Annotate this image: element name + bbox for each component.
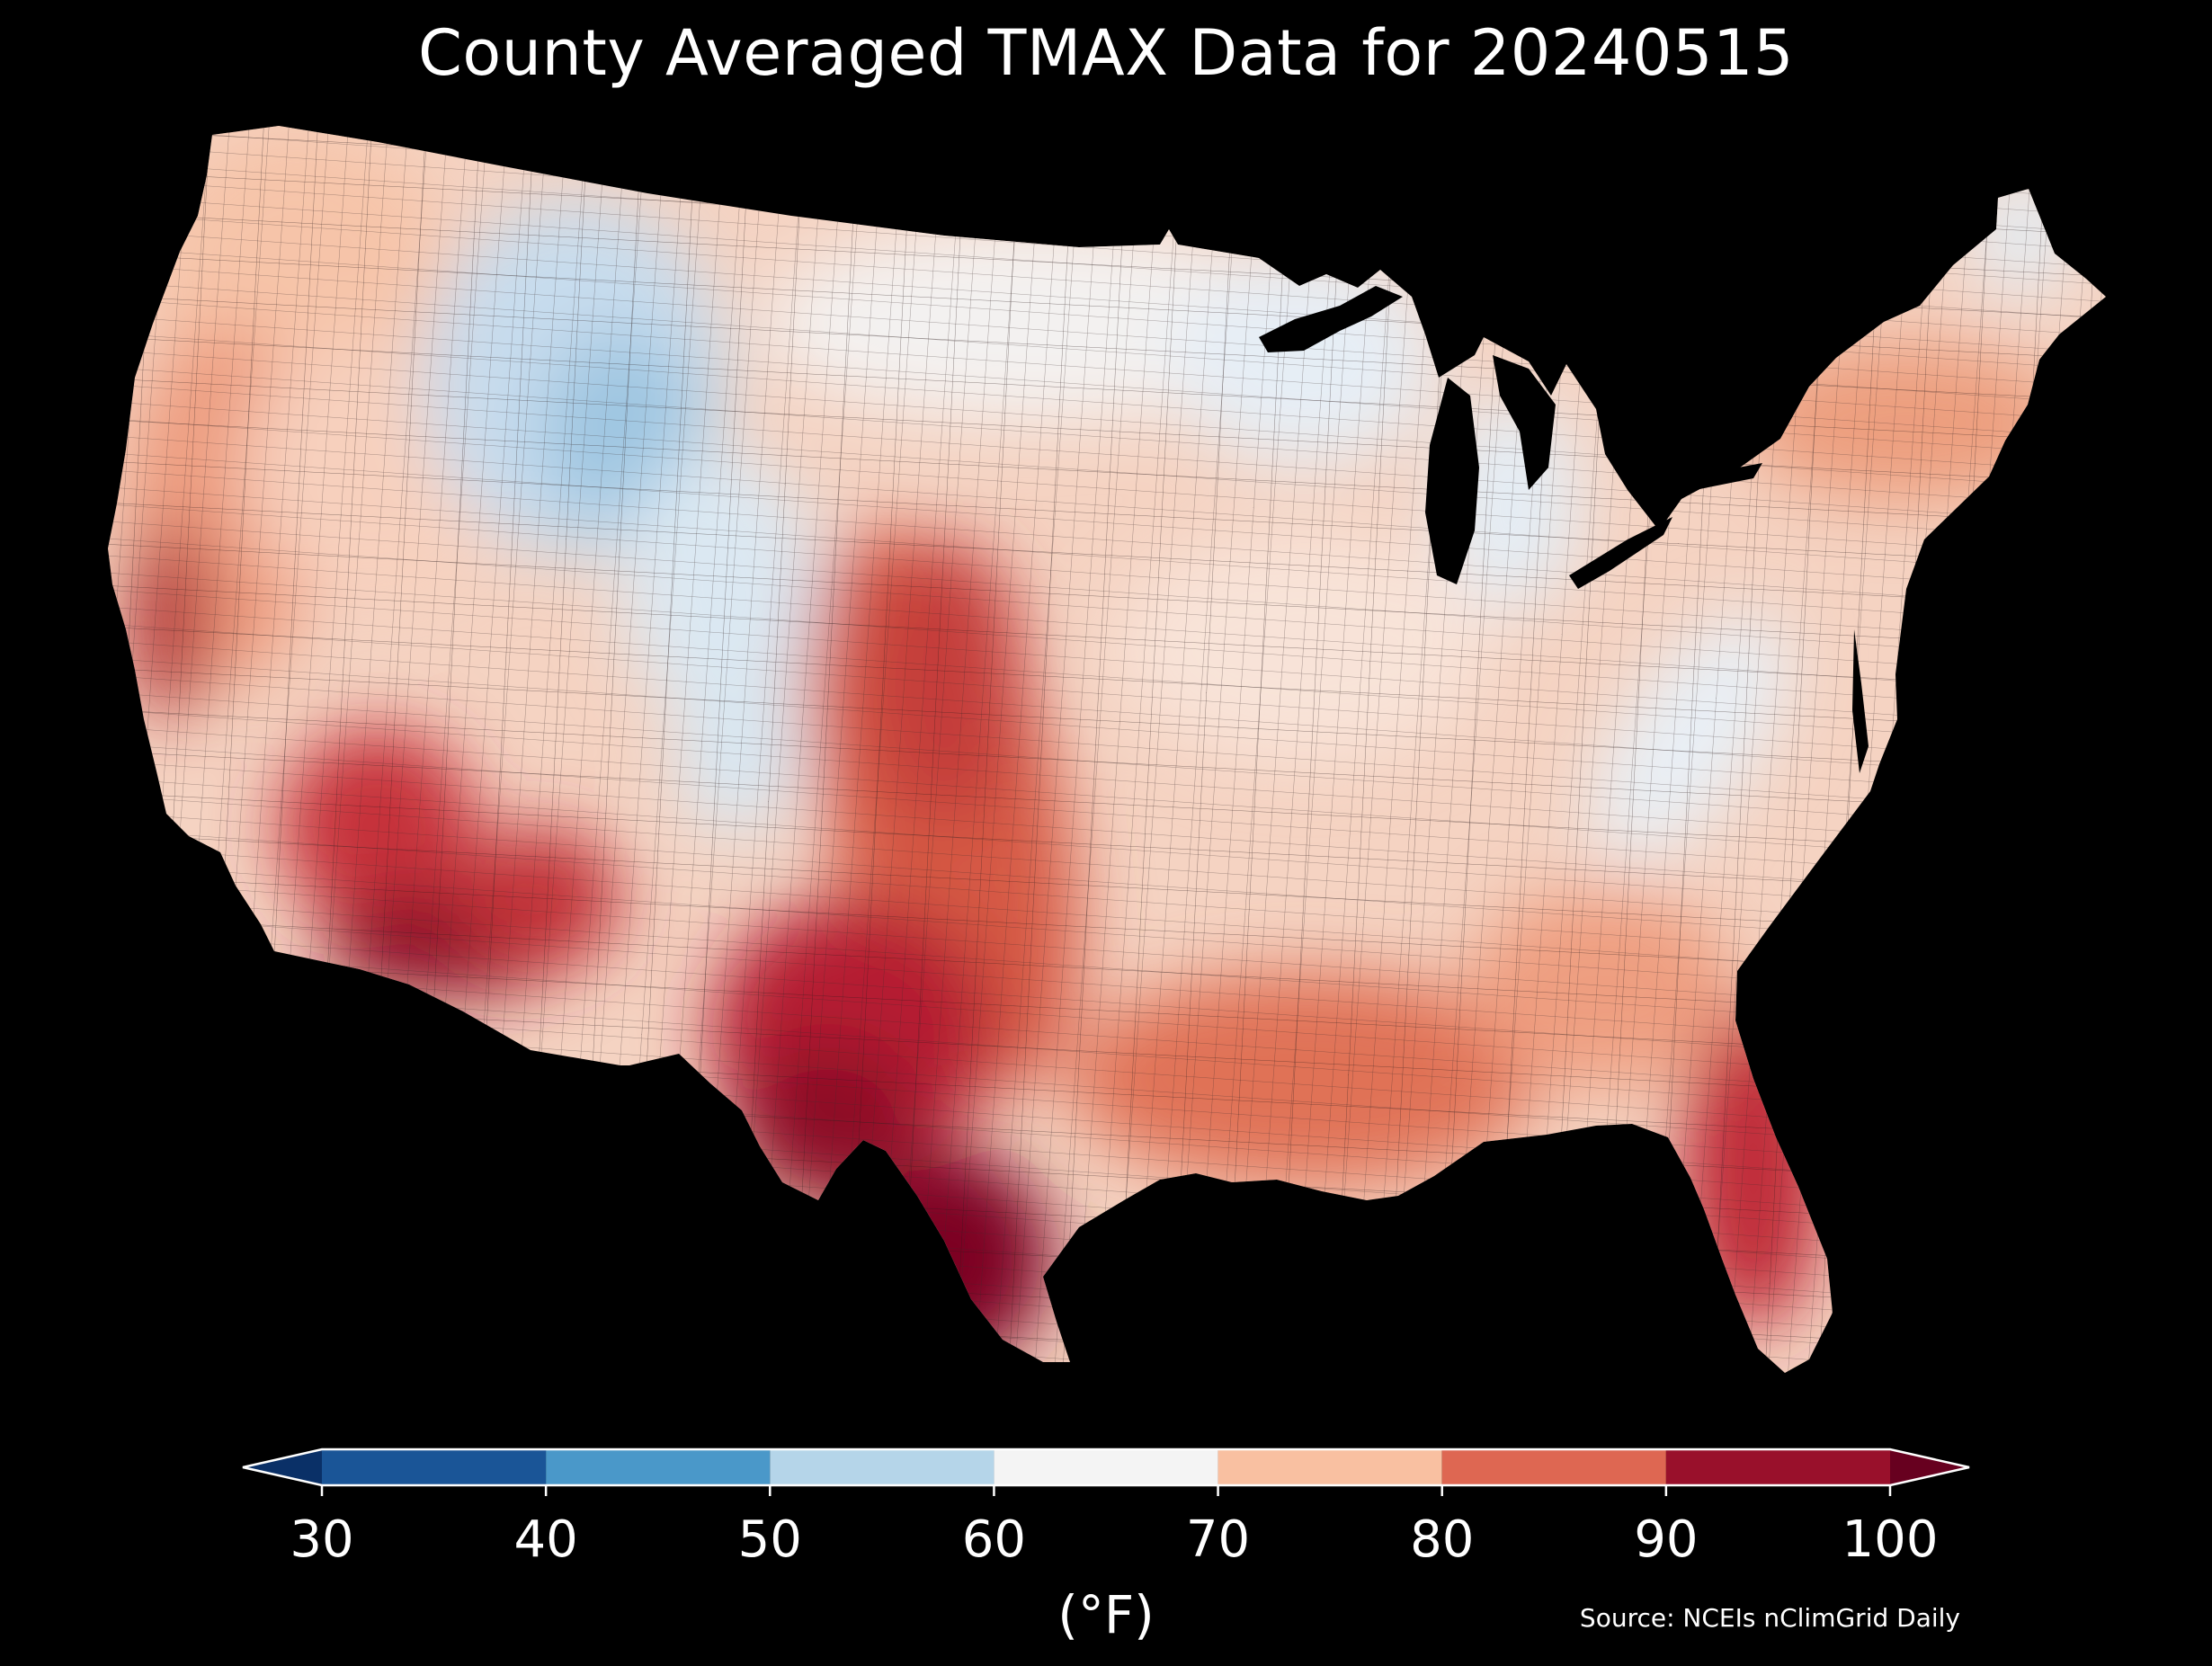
lake-huron: [1493, 355, 1556, 490]
colorbar-extend-high: [1890, 1449, 1969, 1485]
colorbar: [242, 1448, 1970, 1496]
county-choropleth: [108, 126, 2106, 1373]
lake-superior: [1259, 286, 1403, 352]
colorbar-bin-60-70: [994, 1449, 1218, 1485]
colorbar-bin-70-80: [1217, 1449, 1442, 1485]
colorbar-tick-40: 40: [513, 1510, 578, 1569]
colorbar-tick-60: 60: [961, 1510, 1027, 1569]
colorbar-tick-90: 90: [1634, 1510, 1699, 1569]
map-title: County Averaged TMAX Data for 20240515: [417, 16, 1795, 90]
colorbar-bin-50-60: [770, 1449, 995, 1485]
colorbar-bin-30-40: [322, 1449, 547, 1485]
source-credit: Source: NCEIs nClimGrid Daily: [1579, 1603, 1960, 1633]
colorbar-bin-40-50: [546, 1449, 771, 1485]
colorbar-tick-80: 80: [1410, 1510, 1475, 1569]
colorbar-tick-70: 70: [1185, 1510, 1251, 1569]
great-lakes: [1259, 286, 1869, 773]
colorbar-bin-90-100: [1665, 1449, 1890, 1485]
colorbar-bin-80-90: [1441, 1449, 1666, 1485]
colorbar-unit-label: (°F): [1057, 1584, 1155, 1645]
colorbar-tick-100: 100: [1842, 1510, 1939, 1569]
colorbar-extend-low: [243, 1449, 322, 1485]
colorbar-tick-50: 50: [737, 1510, 802, 1569]
lake-michigan: [1425, 378, 1479, 584]
lake-ontario: [1690, 463, 1762, 490]
lake-erie: [1569, 517, 1672, 589]
colorbar-tick-30: 30: [290, 1510, 354, 1569]
chesapeake-bay: [1852, 629, 1869, 773]
